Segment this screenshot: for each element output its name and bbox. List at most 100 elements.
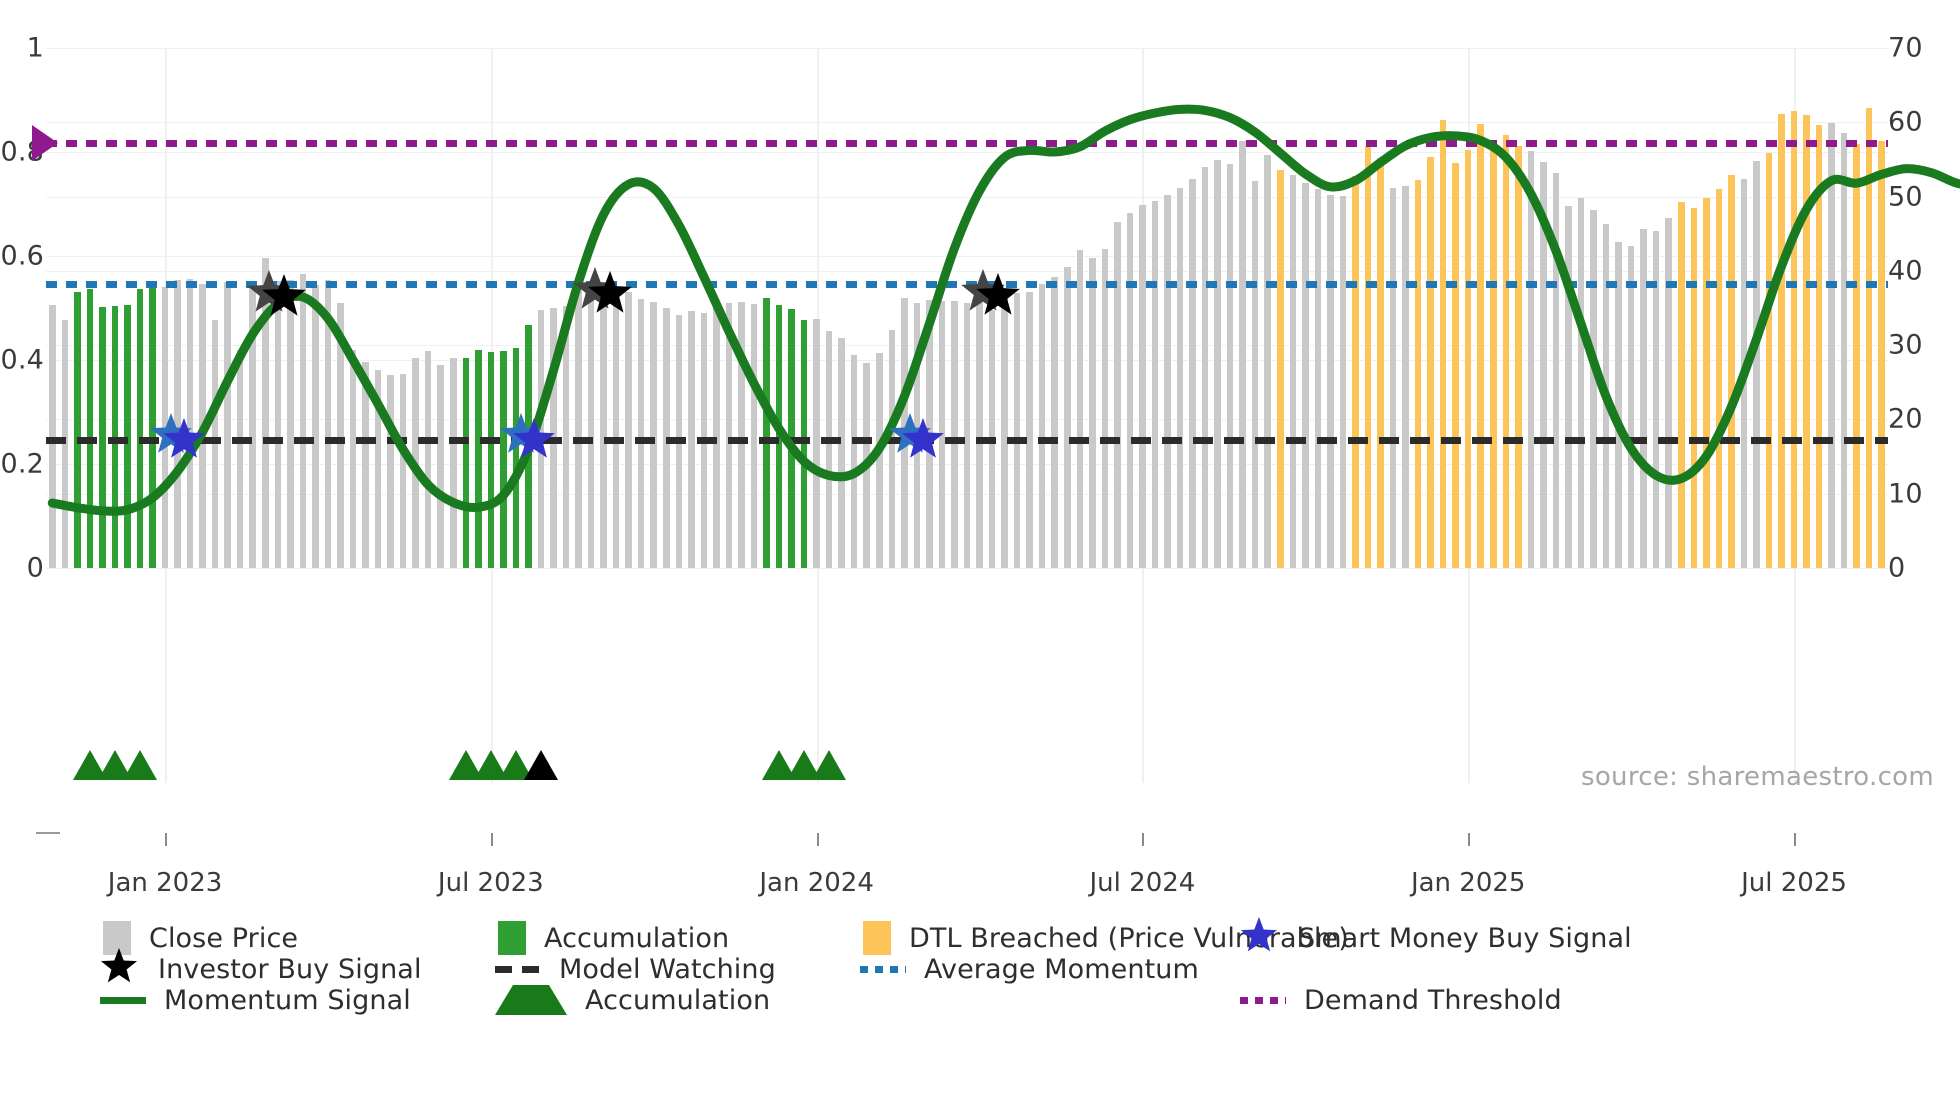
price-bar bbox=[1013, 292, 1021, 568]
price-bar bbox=[1815, 124, 1823, 568]
price-bar bbox=[1590, 210, 1597, 568]
price-bar bbox=[249, 286, 256, 568]
price-bar bbox=[1114, 221, 1121, 568]
x-tick-mark bbox=[490, 833, 493, 846]
price-bar bbox=[800, 319, 808, 568]
accumulation-triangle-marker bbox=[523, 750, 558, 780]
legend-item[interactable]: Smart Money Buy Signal bbox=[1240, 917, 1632, 959]
x-tick-label: Jul 2025 bbox=[1741, 868, 1847, 898]
price-bar bbox=[1126, 212, 1134, 568]
price-bar bbox=[1063, 267, 1071, 568]
price-bar bbox=[262, 257, 269, 568]
price-bar bbox=[1089, 258, 1096, 568]
investor-buy-signal-star bbox=[261, 274, 307, 324]
gridline bbox=[46, 122, 1888, 124]
price-bar bbox=[462, 357, 470, 568]
legend-item[interactable]: Demand Threshold bbox=[1240, 980, 1562, 1020]
price-bar bbox=[1414, 180, 1422, 568]
y-tick-right: 30 bbox=[1888, 329, 1923, 361]
x-axis-line bbox=[36, 832, 60, 834]
legend-dash-icon bbox=[495, 965, 541, 973]
price-bar bbox=[1527, 151, 1535, 568]
legend-item[interactable]: Average Momentum bbox=[860, 949, 1199, 989]
price-bar bbox=[1515, 146, 1522, 568]
y-tick-left: 0.6 bbox=[0, 240, 44, 272]
price-bar bbox=[612, 291, 620, 568]
price-bar bbox=[500, 350, 507, 568]
price-bar bbox=[600, 289, 607, 568]
price-bar bbox=[1226, 164, 1234, 568]
price-bar bbox=[838, 337, 845, 568]
y-tick-right: 70 bbox=[1888, 32, 1923, 64]
price-bar bbox=[512, 348, 520, 568]
legend-item[interactable]: Close Price bbox=[100, 918, 298, 958]
price-bar bbox=[1765, 153, 1773, 568]
price-bar bbox=[1665, 217, 1672, 568]
smart-money-buy-signal-star bbox=[162, 417, 206, 466]
price-bar bbox=[74, 292, 81, 568]
legend-item[interactable]: Accumulation bbox=[495, 918, 729, 958]
x-tick-label: Jan 2023 bbox=[107, 868, 223, 898]
price-bar bbox=[1552, 172, 1560, 568]
y-tick-right: 10 bbox=[1888, 478, 1923, 510]
price-bar bbox=[1289, 174, 1297, 568]
price-bar bbox=[236, 349, 244, 568]
price-bar bbox=[1176, 187, 1184, 568]
price-bar bbox=[1490, 145, 1497, 568]
price-bar bbox=[1652, 231, 1660, 568]
price-bar bbox=[1189, 179, 1196, 568]
price-bar bbox=[174, 280, 181, 568]
smart-money-buy-signal-star bbox=[512, 417, 556, 466]
price-bar bbox=[86, 288, 94, 568]
price-bar bbox=[149, 285, 156, 568]
price-bar bbox=[1627, 246, 1635, 568]
price-bar bbox=[876, 352, 883, 568]
x-tick-mark bbox=[1468, 833, 1471, 846]
legend-label: Accumulation bbox=[585, 984, 771, 1016]
price-bar bbox=[449, 357, 457, 568]
legend-label: Smart Money Buy Signal bbox=[1298, 922, 1632, 954]
legend-dotted-icon bbox=[1240, 996, 1286, 1004]
legend-square-icon bbox=[498, 921, 526, 955]
price-bar bbox=[1239, 140, 1246, 568]
legend-item[interactable]: Accumulation bbox=[495, 980, 770, 1020]
legend-item[interactable]: Investor Buy Signal bbox=[100, 948, 422, 989]
price-bar bbox=[1038, 284, 1046, 568]
plot-area bbox=[32, 48, 1960, 783]
price-bar bbox=[487, 352, 495, 568]
legend-square-icon bbox=[103, 921, 131, 955]
x-tick-label: Jan 2024 bbox=[759, 868, 874, 898]
price-bar bbox=[713, 304, 720, 568]
price-bar bbox=[1803, 115, 1810, 568]
legend-item[interactable]: Momentum Signal bbox=[100, 980, 411, 1020]
accumulation-marker-row bbox=[46, 740, 1888, 780]
legend-item[interactable]: Model Watching bbox=[495, 949, 776, 989]
legend-item[interactable]: DTL Breached (Price Vulnerable) bbox=[860, 918, 1349, 958]
x-tick-label: Jan 2025 bbox=[1410, 868, 1526, 898]
price-bar bbox=[575, 280, 582, 568]
investor-buy-signal-star bbox=[975, 272, 1021, 323]
legend-label: DTL Breached (Price Vulnerable) bbox=[909, 922, 1349, 954]
reference-line bbox=[46, 139, 1888, 147]
price-bar bbox=[1402, 186, 1409, 568]
price-bar bbox=[725, 302, 733, 568]
price-bar bbox=[1251, 180, 1259, 568]
price-bar bbox=[61, 320, 69, 568]
price-bar bbox=[650, 301, 657, 568]
price-bar bbox=[1677, 201, 1685, 568]
price-bar bbox=[1377, 158, 1384, 568]
legend-label: Average Momentum bbox=[924, 953, 1199, 985]
price-bar bbox=[1540, 162, 1547, 568]
price-bar bbox=[1001, 296, 1008, 568]
gridline bbox=[46, 568, 1888, 569]
legend-label: Investor Buy Signal bbox=[158, 953, 422, 985]
price-bar bbox=[387, 375, 394, 568]
smart-money-buy-signal-star bbox=[901, 417, 945, 466]
price-bar bbox=[763, 298, 770, 568]
legend-star-icon bbox=[1240, 917, 1280, 959]
price-bar bbox=[1728, 174, 1735, 568]
price-bar bbox=[1201, 166, 1209, 568]
price-bar bbox=[186, 278, 194, 568]
price-bar bbox=[1427, 157, 1434, 568]
